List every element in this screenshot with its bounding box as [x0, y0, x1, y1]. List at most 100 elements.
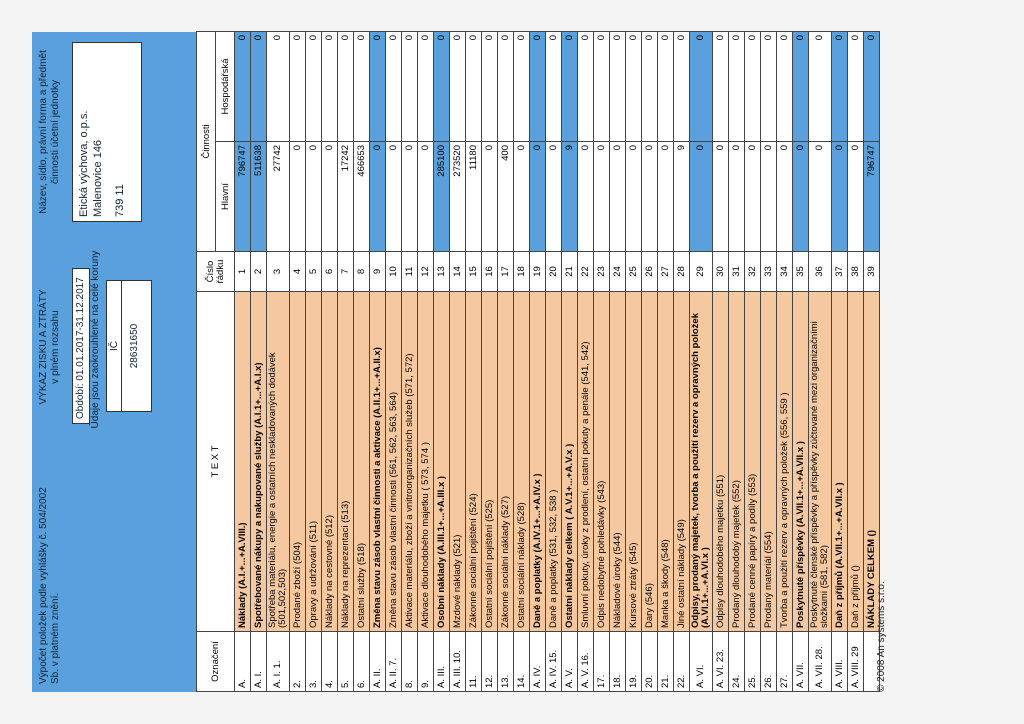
table-row: 13. Zákonné sociální náklady (527) 17 400 0 [497, 31, 514, 692]
row-code: A. III. 10. [449, 631, 466, 692]
row-line-number: 10 [385, 251, 402, 292]
row-code: 8. [401, 631, 418, 692]
table-row: 3. Opravy a udržování (511) 5 0 0 [305, 31, 322, 692]
row-line-number: 32 [744, 251, 761, 292]
row-economic-value: 0 [401, 31, 418, 142]
row-code: 19. [625, 631, 642, 692]
row-economic-value: 0 [760, 31, 777, 142]
row-code: A. III. [433, 631, 450, 692]
row-economic-value: 0 [657, 31, 674, 142]
row-line-number: 9 [369, 251, 386, 292]
table-row: A. IV. 15. Daně a poplatky (531, 532, 538… [545, 31, 562, 692]
row-code: 27. [776, 631, 793, 692]
row-text: Smluvní pokuty, úroky z prodlení, ostatn… [577, 291, 594, 632]
row-main-value: 17242 [337, 141, 354, 252]
col-activity-header: Činnosti [196, 31, 216, 252]
row-text: Spotřebované nákupy a nakupované služby … [250, 291, 267, 632]
row-economic-value: 0 [545, 31, 562, 142]
table-row: 18. Nákladové úroky (544) 24 0 0 [609, 31, 626, 692]
table-row: 21. Manka a škody (548) 27 0 0 [657, 31, 674, 692]
row-main-value: 0 [712, 141, 729, 252]
row-code: 21. [657, 631, 674, 692]
row-main-value: 0 [577, 141, 594, 252]
row-economic-value: 0 [831, 31, 848, 142]
row-text: Dary (546) [641, 291, 658, 632]
row-economic-value: 0 [234, 31, 251, 142]
row-text: Odpisy, prodaný majetek, tvorba a použit… [689, 291, 713, 632]
row-economic-value: 0 [337, 31, 354, 142]
row-main-value: 0 [760, 141, 777, 252]
copyright-footer: © 2008 An systems s.r.o. [876, 581, 887, 692]
row-line-number: 11 [401, 251, 418, 292]
row-economic-value: 0 [863, 31, 880, 142]
row-text: Změna stavu zásob vlastní činnosti a akt… [369, 291, 386, 632]
row-economic-value: 0 [808, 31, 832, 142]
row-main-value: 400 [497, 141, 514, 252]
row-line-number: 26 [641, 251, 658, 292]
row-line-number: 1 [234, 251, 251, 292]
row-code: 6. [353, 631, 370, 692]
row-code: A. VII. 28. [808, 631, 832, 692]
row-main-value: 0 [481, 141, 498, 252]
row-economic-value: 0 [497, 31, 514, 142]
table-row: A. II. Změna stavu zásob vlastní činnosti… [369, 31, 386, 692]
organization-box: Etická výchova, o.p.s. Malenovice 146 73… [72, 42, 142, 222]
row-text: Aktivace dlouhodobého majetku ( 573, 574… [417, 291, 434, 632]
row-code: 11. [465, 631, 482, 692]
col-economic-header: Hospodářská [215, 31, 235, 142]
row-economic-value: 0 [593, 31, 610, 142]
row-main-value: 0 [513, 141, 530, 252]
row-line-number: 14 [449, 251, 466, 292]
row-main-value: 9 [561, 141, 578, 252]
row-economic-value: 0 [385, 31, 402, 142]
row-code: A. II. [369, 631, 386, 692]
row-text: Daň z příjmů () [847, 291, 864, 632]
row-main-value: 0 [847, 141, 864, 252]
row-main-value: 0 [689, 141, 713, 252]
row-economic-value: 0 [609, 31, 626, 142]
row-text: Nákladové úroky (544) [609, 291, 626, 632]
row-economic-value: 0 [577, 31, 594, 142]
table-row: A. Náklady (A.I.+...+A.VIII.) 1 796747 0 [234, 31, 251, 692]
row-text: Ostatní sociální náklady (528) [513, 291, 530, 632]
table-row: A. II. 7. Změna stavu zásob vlastní činno… [385, 31, 402, 692]
table-row: 20. Dary (546) 26 0 0 [641, 31, 658, 692]
row-line-number: 37 [831, 251, 848, 292]
row-line-number: 7 [337, 251, 354, 292]
row-text: Daně a poplatky (531, 532, 538 ) [545, 291, 562, 632]
row-code: 26. [760, 631, 777, 692]
row-line-number: 29 [689, 251, 713, 292]
row-text: Ostatní sociální pojištění (525) [481, 291, 498, 632]
table-row: 25. Prodané cenné papíry a podíly (553) 32… [744, 31, 761, 692]
row-text: Aktivace materiálu, zboží a vnitroorgani… [401, 291, 418, 632]
table-row: A. V. Ostatní náklady celkem ( A.V.1+...+… [561, 31, 578, 692]
row-main-value: 0 [385, 141, 402, 252]
row-economic-value: 0 [481, 31, 498, 142]
row-economic-value: 0 [792, 31, 809, 142]
period-box: Období: 01.01.2017-31.12.2017 [72, 268, 90, 424]
row-text: Manka a škody (548) [657, 291, 674, 632]
row-code: A. [234, 631, 251, 692]
row-text: Odpis nedobytné pohledávky (543) [593, 291, 610, 632]
row-line-number: 33 [760, 251, 777, 292]
row-line-number: 8 [353, 251, 370, 292]
table-row: 9. Aktivace dlouhodobého majetku ( 573, 5… [417, 31, 434, 692]
col-text-header: T E X T [196, 291, 235, 632]
row-code: 22. [673, 631, 690, 692]
row-line-number: 25 [625, 251, 642, 292]
row-text: Tvorba a použití rezerv a opravných polo… [776, 291, 793, 632]
table-row: A. VI. Odpisy, prodaný majetek, tvorba a … [689, 31, 713, 692]
ico-box: IČ 28631650 [106, 280, 152, 412]
table-row: 22. Jiné ostatní náklady (549) 28 9 0 [673, 31, 690, 692]
table-row: 6. Ostatní služby (518) 8 466653 0 [353, 31, 370, 692]
row-text: Poskytnuté členské příspěvky a příspěvky… [808, 291, 832, 632]
row-text: Zákonné sociální pojištění (524) [465, 291, 482, 632]
row-text: Spotřeba materiálu, energie a ostatních … [266, 291, 290, 632]
row-code: 18. [609, 631, 626, 692]
row-main-value: 796747 [863, 141, 880, 252]
row-line-number: 18 [513, 251, 530, 292]
table-row: 14. Ostatní sociální náklady (528) 18 0 0 [513, 31, 530, 692]
row-main-value: 0 [744, 141, 761, 252]
row-economic-value: 0 [728, 31, 745, 142]
row-main-value: 511638 [250, 141, 267, 252]
